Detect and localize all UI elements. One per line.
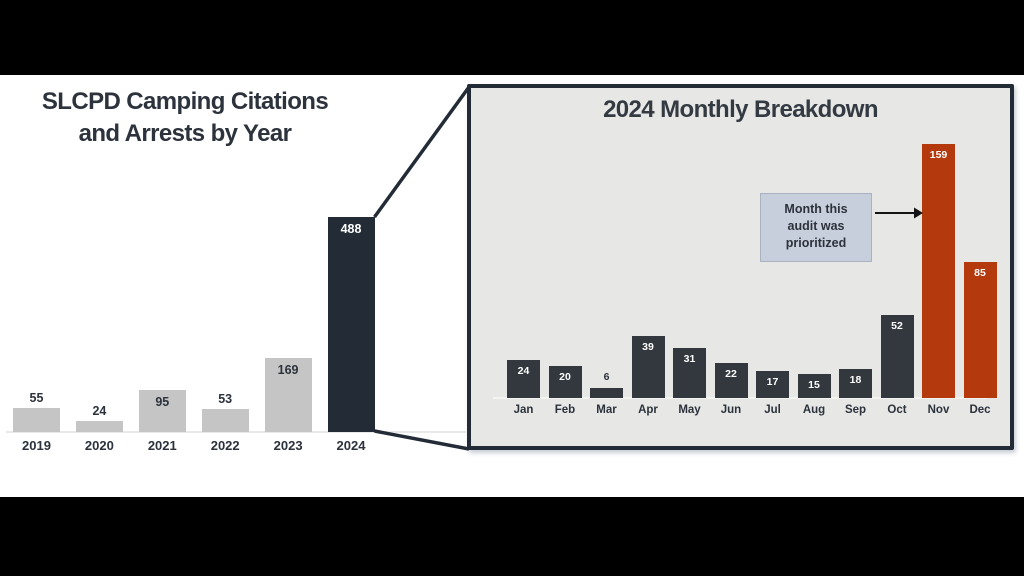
bar-Jun (714, 363, 748, 398)
monthly-axis-line (493, 397, 987, 399)
bar-value-label-Apr: 39 (642, 341, 654, 353)
yearly-chart: SLCPD Camping Citations and Arrests by Y… (0, 75, 1024, 497)
x-axis-label-Feb: Feb (554, 404, 576, 416)
bar-value-label-2022: 53 (218, 392, 233, 406)
bar-2021 (138, 390, 186, 432)
bar-Sep (839, 369, 872, 398)
x-axis-label-Dec: Dec (969, 404, 991, 416)
bar-2022 (201, 409, 249, 432)
monthly-chart-title: 2024 Monthly Breakdown (603, 96, 878, 123)
x-axis-label-2020: 2020 (84, 438, 114, 453)
bar-value-label-Mar: 6 (603, 371, 610, 383)
annotation-line-1: Month this (784, 202, 848, 216)
x-axis-label-2023: 2023 (273, 438, 303, 453)
bar-value-label-Nov: 159 (929, 149, 948, 161)
bar-May (673, 348, 706, 398)
chart-canvas: SLCPD Camping Citations and Arrests by Y… (0, 75, 1024, 497)
x-axis-label-Sep: Sep (844, 404, 867, 416)
annotation-line-2: audit was (787, 219, 845, 233)
bar-Feb (548, 366, 582, 398)
bar-Dec (963, 262, 997, 398)
yearly-title-line-1: SLCPD Camping Citations (41, 88, 329, 115)
bar-value-label-2024: 488 (340, 222, 362, 236)
bar-value-label-Feb: 20 (559, 371, 571, 383)
x-axis-label-Jun: Jun (720, 404, 742, 416)
bar-Oct (880, 315, 914, 398)
bar-value-label-Jan: 24 (517, 365, 530, 377)
x-axis-label-Aug: Aug (802, 404, 826, 416)
bar-Jan (507, 360, 540, 398)
bar-Nov (922, 144, 955, 398)
bar-value-label-Aug: 15 (808, 379, 820, 391)
bar-value-label-Sep: 18 (849, 374, 862, 386)
x-axis-label-Nov: Nov (927, 404, 950, 416)
bar-value-label-Jul: 17 (766, 376, 779, 388)
bar-Aug (797, 374, 831, 398)
bar-2023 (264, 358, 312, 432)
bar-value-label-2023: 169 (277, 363, 299, 377)
bar-2020 (75, 421, 123, 432)
x-axis-label-2024: 2024 (336, 438, 366, 453)
x-axis-label-2022: 2022 (210, 438, 240, 453)
bar-value-label-2021: 95 (155, 395, 170, 409)
x-axis-label-2021: 2021 (147, 438, 177, 453)
x-axis-label-May: May (678, 404, 701, 416)
bar-2019 (13, 408, 60, 432)
bar-value-label-May: 31 (683, 353, 696, 365)
bar-value-label-Jun: 22 (725, 368, 737, 380)
bar-2024 (327, 217, 375, 432)
monthly-breakdown-panel: 2024 Monthly Breakdown 24 Jan 20 Feb 6 Mar 39 A… (467, 84, 1014, 450)
bar-Jul (756, 371, 789, 398)
bar-value-label-2019: 55 (29, 391, 44, 405)
bar-value-label-2020: 24 (92, 404, 107, 418)
x-axis-label-Jan: Jan (513, 404, 534, 416)
bar-value-label-Oct: 52 (891, 320, 903, 332)
yearly-chart-title: SLCPD Camping Citations and Arrests by Y… (20, 86, 350, 150)
annotation-line-3: prioritized (785, 236, 847, 250)
bar-Apr (631, 336, 665, 398)
x-axis-label-Jul: Jul (764, 404, 781, 416)
x-axis-label-Apr: Apr (638, 404, 658, 416)
yearly-title-line-2: and Arrests by Year (78, 120, 292, 147)
yearly-axis-line (6, 431, 466, 433)
x-axis-label-2019: 2019 (22, 438, 51, 453)
bar-value-label-Dec: 85 (974, 267, 986, 279)
annotation-box: Month this audit was prioritized (760, 193, 872, 262)
x-axis-label-Mar: Mar (596, 404, 617, 416)
bar-Mar (590, 388, 623, 398)
x-axis-label-Oct: Oct (887, 404, 907, 416)
